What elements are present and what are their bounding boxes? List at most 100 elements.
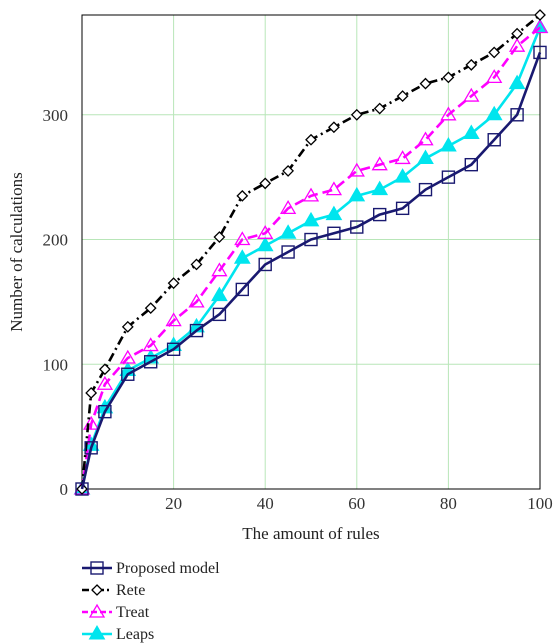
legend-label-leaps: Leaps (116, 626, 154, 643)
point-rete-9 (259, 177, 272, 190)
point-proposed-model-8 (235, 282, 250, 297)
point-rete-13 (350, 108, 363, 121)
point-rete-10 (282, 165, 295, 177)
point-rete-5 (167, 277, 180, 290)
point-proposed-model-18 (464, 157, 478, 172)
point-treat-13 (348, 162, 365, 177)
point-rete-17 (442, 71, 455, 84)
point-treat-19 (486, 69, 503, 84)
point-proposed-model-12 (327, 226, 341, 240)
point-leaps-17 (440, 136, 457, 152)
point-rete-2 (98, 363, 111, 376)
series-rete (76, 9, 546, 495)
point-proposed-model-9 (258, 257, 272, 272)
point-proposed-model-4 (143, 355, 158, 369)
series-line-proposed-model (80, 51, 542, 490)
point-treat-12 (325, 181, 343, 196)
point-treat-18 (463, 87, 480, 102)
point-proposed-model-6 (189, 323, 204, 338)
point-rete-16 (419, 77, 432, 90)
y-tick-label-3: 300 (43, 106, 69, 125)
x-axis-label: The amount of rules (242, 524, 379, 543)
point-leaps-20 (508, 74, 526, 90)
y-axis-label: Number of calculations (7, 172, 26, 332)
point-leaps-12 (325, 205, 343, 221)
point-treat-4 (142, 337, 159, 352)
point-rete-19 (488, 46, 501, 59)
point-leaps-18 (462, 124, 480, 139)
point-rete-11 (305, 133, 317, 146)
x-tick-label-2: 60 (348, 494, 365, 513)
legend-item-treat: Treat (82, 603, 150, 621)
series-line-treat (80, 26, 541, 490)
legend-marker-treat (88, 603, 106, 618)
point-proposed-model-19 (487, 133, 501, 147)
legend-marker-rete (91, 584, 103, 596)
point-proposed-model-21 (533, 45, 547, 60)
point-rete-18 (465, 58, 478, 71)
series-proposed-model (75, 45, 547, 496)
point-leaps-15 (394, 168, 411, 183)
point-proposed-model-14 (373, 207, 387, 222)
point-treat-6 (188, 293, 205, 308)
point-proposed-model-10 (281, 245, 295, 259)
point-treat-20 (508, 37, 526, 52)
series-layer (73, 9, 549, 496)
point-treat-17 (440, 106, 457, 121)
point-treat-10 (279, 200, 297, 214)
y-axis-ticks: 0 100 200 300 (43, 106, 69, 499)
point-leaps-13 (348, 186, 366, 202)
point-proposed-model-16 (418, 182, 433, 197)
legend-item-leaps: Leaps (82, 624, 154, 643)
series-line-leaps (80, 26, 542, 490)
point-proposed-model-1 (84, 441, 98, 455)
grid-lines (82, 15, 540, 489)
x-tick-label-1: 40 (257, 494, 274, 513)
plot-area (81, 14, 541, 490)
point-treat-15 (394, 150, 411, 165)
point-leaps-19 (485, 105, 503, 121)
point-proposed-model-7 (212, 307, 227, 322)
point-leaps-16 (417, 149, 434, 164)
point-proposed-model-13 (350, 220, 364, 234)
point-treat-21 (531, 19, 549, 34)
legend-marker-leaps (88, 624, 106, 640)
x-tick-label-0: 20 (165, 494, 182, 513)
point-rete-14 (373, 102, 386, 115)
x-tick-label-4: 100 (527, 494, 553, 513)
point-rete-7 (213, 231, 226, 243)
y-tick-label-2: 200 (43, 231, 69, 250)
legend-label-treat: Treat (116, 604, 150, 621)
legend-marker-proposed-model (90, 561, 104, 575)
point-proposed-model-20 (510, 108, 524, 122)
legend: Proposed model Rete Treat Leaps (82, 560, 220, 643)
point-rete-4 (144, 302, 157, 315)
point-treat-7 (211, 262, 228, 277)
point-proposed-model-3 (121, 367, 135, 381)
point-proposed-model-0 (75, 482, 89, 496)
point-leaps-8 (233, 249, 251, 264)
plot-frame (81, 14, 541, 490)
legend-item-proposed-model: Proposed model (82, 560, 220, 577)
legend-item-rete: Rete (82, 582, 145, 599)
series-treat (73, 19, 549, 495)
point-leaps-11 (302, 211, 320, 227)
legend-label-proposed-model: Proposed model (116, 560, 220, 577)
y-tick-label-0: 0 (60, 480, 69, 499)
point-treat-16 (417, 131, 434, 146)
point-rete-20 (511, 27, 524, 40)
point-rete-15 (396, 90, 409, 102)
series-line-rete (80, 13, 541, 490)
point-leaps-7 (211, 286, 228, 302)
point-treat-3 (119, 349, 136, 364)
point-proposed-model-5 (166, 342, 181, 356)
point-rete-1 (85, 387, 98, 399)
point-treat-11 (302, 187, 320, 202)
point-proposed-model-17 (441, 170, 456, 184)
point-rete-21 (534, 9, 546, 21)
x-axis-ticks: 20 40 60 80 100 (165, 494, 553, 513)
point-treat-9 (257, 224, 274, 239)
point-treat-14 (371, 156, 388, 171)
point-rete-12 (327, 121, 340, 134)
